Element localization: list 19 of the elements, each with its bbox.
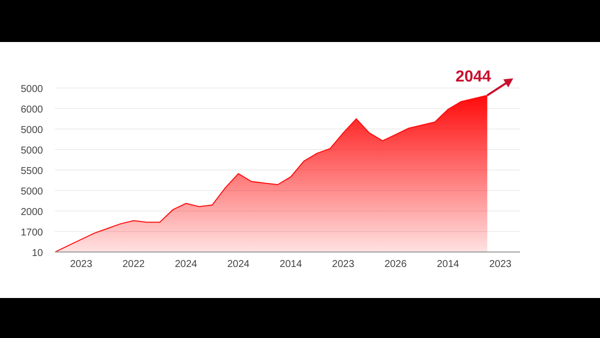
x-tick-label: 2022: [122, 259, 146, 270]
x-tick-label: 2023: [332, 259, 355, 270]
x-tick-label: 2023: [70, 259, 93, 270]
x-tick-label: 2014: [280, 259, 302, 270]
x-tick-label: 2023: [489, 259, 512, 270]
x-tick-label: 2024: [227, 259, 250, 270]
text: 2044: [455, 68, 492, 86]
x-tick-label: 2026: [384, 259, 408, 270]
text: 1700: [20, 228, 44, 238]
text: 5000: [20, 186, 44, 198]
text: 10: [32, 248, 44, 259]
text: 2000: [20, 207, 44, 218]
text: 5000: [20, 125, 44, 136]
x-tick-label: 2014: [436, 259, 460, 270]
text: 5000: [20, 146, 44, 156]
text: 5000: [20, 84, 44, 95]
x-tick-label: 2024: [174, 259, 198, 270]
text: 5500: [20, 166, 44, 177]
text: 6000: [20, 104, 44, 116]
